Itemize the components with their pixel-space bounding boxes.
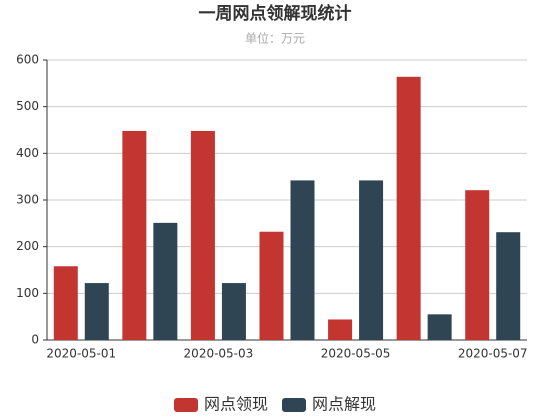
bar bbox=[53, 266, 78, 340]
bar bbox=[290, 180, 315, 340]
x-tick-label: 2020-05-03 bbox=[184, 347, 254, 361]
x-tick-label: 2020-05-05 bbox=[321, 347, 391, 361]
y-tick-label: 300 bbox=[16, 193, 39, 207]
y-tick-label: 600 bbox=[16, 53, 39, 67]
legend-label: 网点解现 bbox=[312, 395, 376, 414]
chart-title: 一周网点领解现统计 bbox=[199, 3, 352, 24]
bar bbox=[190, 130, 215, 340]
bar bbox=[328, 319, 353, 340]
bar bbox=[84, 283, 109, 340]
y-tick-label: 200 bbox=[16, 239, 39, 253]
bar bbox=[153, 222, 178, 340]
chart-subtitle: 单位：万元 bbox=[245, 31, 305, 46]
bar bbox=[359, 180, 384, 340]
bar bbox=[427, 314, 452, 340]
legend-swatch bbox=[282, 398, 306, 412]
x-tick-label: 2020-05-01 bbox=[46, 347, 116, 361]
bar bbox=[259, 231, 284, 340]
bar bbox=[496, 232, 521, 340]
y-tick-label: 0 bbox=[31, 333, 39, 347]
y-tick-label: 100 bbox=[16, 286, 39, 300]
y-tick-label: 400 bbox=[16, 146, 39, 160]
x-tick-label: 2020-05-07 bbox=[458, 347, 528, 361]
legend-label: 网点领现 bbox=[204, 395, 268, 414]
bar bbox=[465, 190, 490, 340]
y-tick-label: 500 bbox=[16, 99, 39, 113]
legend-swatch bbox=[174, 398, 198, 412]
bar bbox=[396, 76, 421, 341]
bar bbox=[221, 283, 246, 340]
bar bbox=[122, 130, 147, 340]
